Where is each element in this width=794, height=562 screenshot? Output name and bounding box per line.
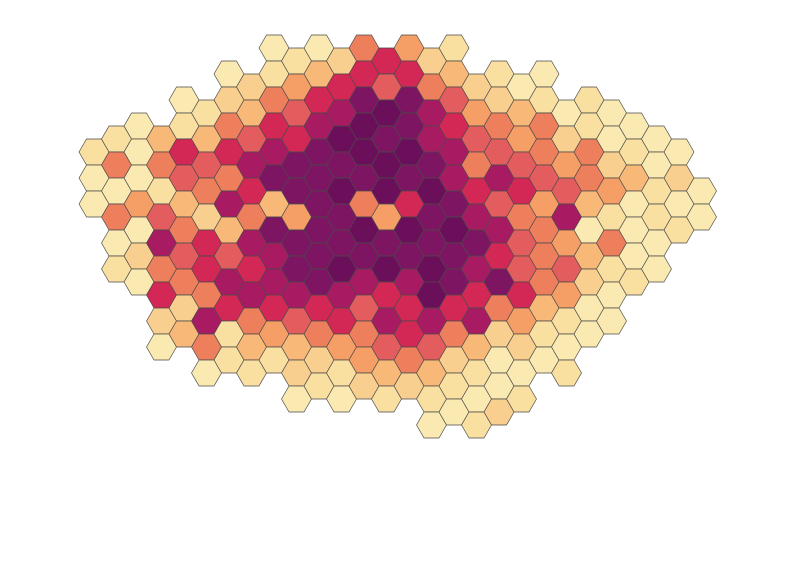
hex-cell[interactable] — [506, 385, 537, 413]
hex-cell[interactable] — [641, 255, 672, 283]
hex-cell[interactable] — [596, 307, 627, 335]
hex-cell[interactable] — [551, 359, 582, 387]
hex-layer — [78, 34, 717, 439]
hex-cell[interactable] — [686, 203, 717, 231]
